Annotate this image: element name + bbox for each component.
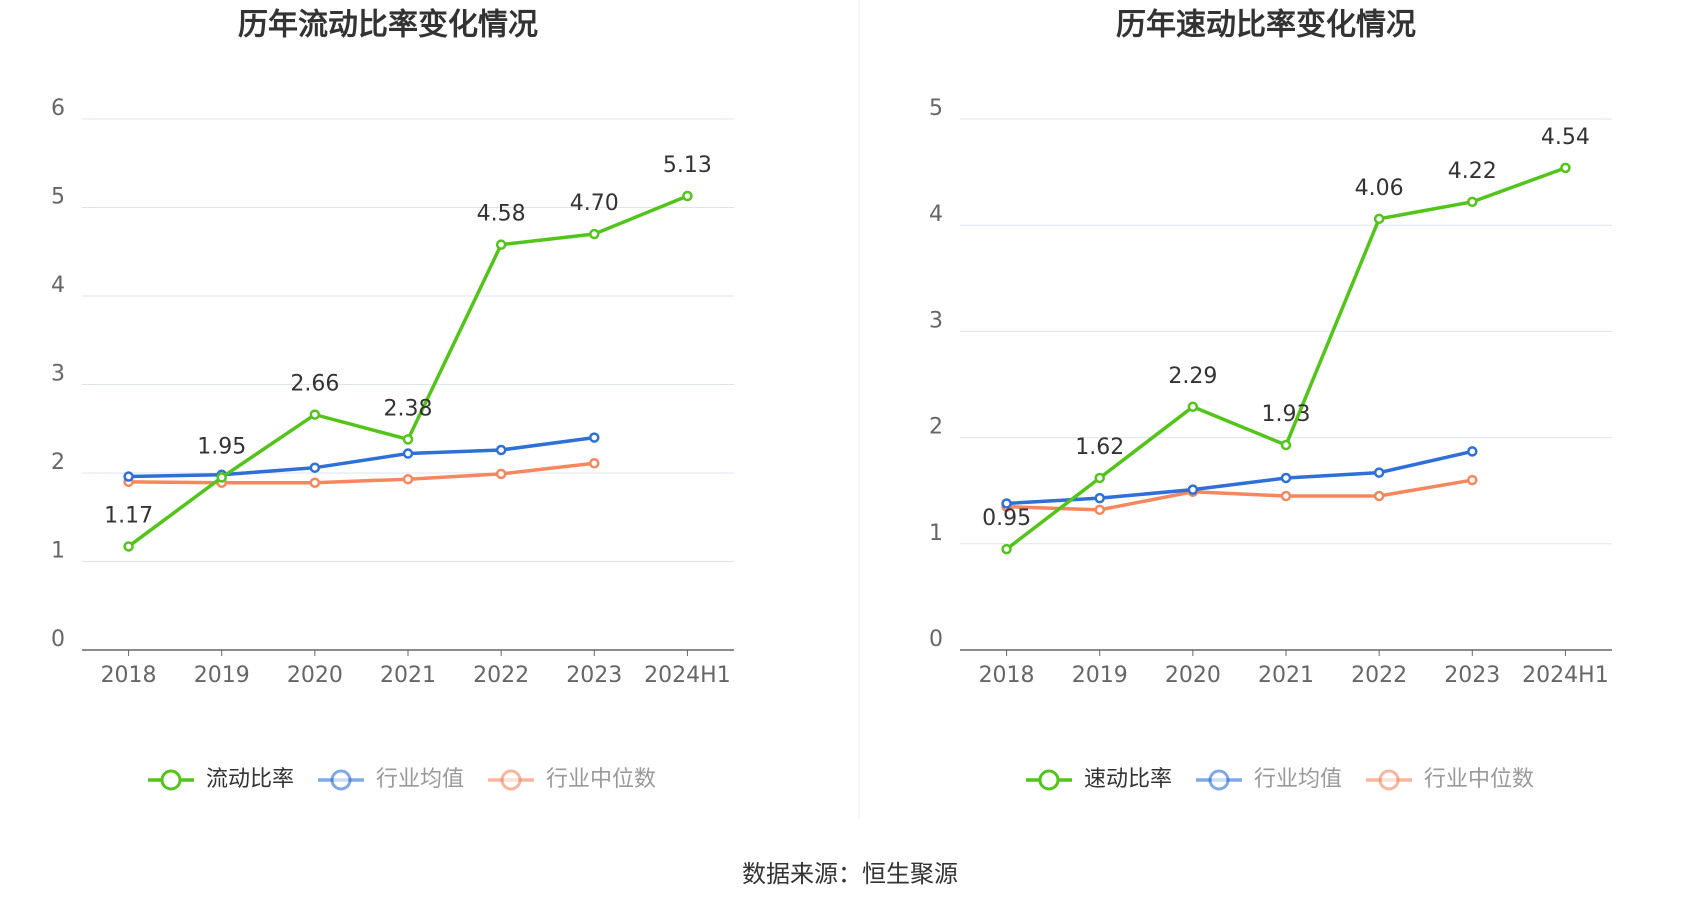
y-tick-label: 0: [929, 627, 943, 652]
data-point: [309, 477, 321, 488]
data-label: 2.29: [1168, 364, 1217, 389]
data-point: [1467, 196, 1478, 208]
legend-label[interactable]: 行业均值: [376, 767, 464, 792]
data-point: [1001, 498, 1012, 509]
legend-marker: [330, 769, 352, 791]
y-tick-label: 3: [929, 308, 943, 333]
data-point: [1373, 213, 1385, 225]
data-point: [1001, 543, 1012, 555]
x-tick-label: 2024H1: [644, 663, 731, 688]
legend-label[interactable]: 行业中位数: [1424, 767, 1534, 792]
data-point: [309, 462, 321, 473]
y-tick-label: 6: [51, 96, 65, 121]
data-point: [589, 228, 600, 240]
x-tick-label: 2024H1: [1522, 663, 1609, 688]
chart-title: 历年速动比率变化情况: [1116, 8, 1416, 43]
data-point: [1373, 490, 1385, 502]
legend-marker: [1208, 769, 1230, 791]
data-point: [402, 434, 414, 445]
x-tick-label: 2021: [1258, 663, 1314, 688]
x-tick-label: 2021: [380, 663, 436, 688]
data-point: [589, 432, 600, 443]
x-tick-label: 2019: [1072, 663, 1128, 688]
data-label: 4.06: [1355, 176, 1404, 201]
series-line: [128, 461, 595, 485]
x-tick-label: 2018: [101, 663, 157, 688]
data-label: 2.38: [384, 396, 433, 421]
y-tick-label: 1: [51, 539, 65, 564]
legend-marker: [160, 769, 182, 791]
data-label: 1.17: [104, 503, 153, 528]
data-point: [216, 472, 227, 483]
x-tick-label: 2022: [1351, 663, 1407, 688]
y-tick-label: 2: [929, 415, 943, 440]
legend-label[interactable]: 流动比率: [206, 767, 294, 792]
data-point: [123, 541, 134, 552]
legend-label[interactable]: 速动比率: [1084, 767, 1172, 792]
source: 数据来源：恒生聚源: [742, 860, 958, 888]
data-point: [1467, 446, 1478, 457]
data-label: 5.13: [663, 153, 712, 178]
data-label: 2.66: [290, 372, 339, 397]
data-label: 4.54: [1541, 125, 1590, 150]
legend-marker: [500, 769, 522, 791]
legend-marker: [1378, 769, 1400, 791]
data-label: 0.95: [982, 506, 1031, 531]
data-label: 4.22: [1448, 159, 1497, 184]
x-tick-label: 2022: [473, 663, 529, 688]
y-tick-label: 5: [51, 185, 65, 210]
y-tick-label: 2: [51, 450, 65, 475]
series-line: [127, 194, 689, 548]
data-label: 4.70: [570, 191, 619, 216]
x-tick-label: 2020: [1165, 663, 1221, 688]
x-tick-label: 2020: [287, 663, 343, 688]
data-point: [1094, 504, 1105, 516]
y-tick-label: 1: [929, 521, 943, 546]
y-tick-label: 4: [51, 273, 65, 298]
legend-label[interactable]: 行业均值: [1254, 767, 1342, 792]
series-line: [1006, 449, 1473, 506]
y-tick-label: 4: [929, 202, 943, 227]
data-point: [1373, 467, 1385, 478]
data-point: [1187, 484, 1199, 495]
data-point: [1280, 472, 1292, 484]
data-point: [1280, 439, 1292, 451]
data-point: [682, 190, 693, 202]
data-point: [495, 444, 507, 456]
x-tick-label: 2018: [979, 663, 1035, 688]
data-point: [1094, 492, 1105, 504]
legend-marker: [1038, 769, 1060, 791]
data-point: [309, 409, 321, 420]
data-point: [495, 468, 507, 480]
data-point: [589, 458, 600, 469]
y-tick-label: 3: [51, 362, 65, 387]
series-line: [1006, 478, 1473, 512]
data-point: [1094, 472, 1105, 484]
x-tick-label: 2019: [194, 663, 250, 688]
data-point: [402, 473, 414, 485]
data-point: [1560, 162, 1571, 174]
legend-label[interactable]: 行业中位数: [546, 767, 656, 792]
x-tick-label: 2023: [566, 663, 622, 688]
data-point: [123, 471, 134, 482]
series-line: [128, 435, 595, 479]
chart-title: 历年流动比率变化情况: [238, 8, 538, 43]
data-point: [1280, 490, 1292, 502]
data-label: 1.62: [1075, 435, 1124, 460]
data-point: [402, 448, 414, 459]
data-label: 1.95: [197, 434, 246, 459]
y-tick-label: 0: [51, 627, 65, 652]
data-label: 1.93: [1262, 402, 1311, 427]
data-label: 4.58: [477, 202, 526, 227]
x-tick-label: 2023: [1444, 663, 1500, 688]
y-tick-label: 5: [929, 96, 943, 121]
data-point: [1187, 401, 1199, 413]
data-point: [1467, 474, 1478, 486]
data-point: [495, 239, 507, 250]
